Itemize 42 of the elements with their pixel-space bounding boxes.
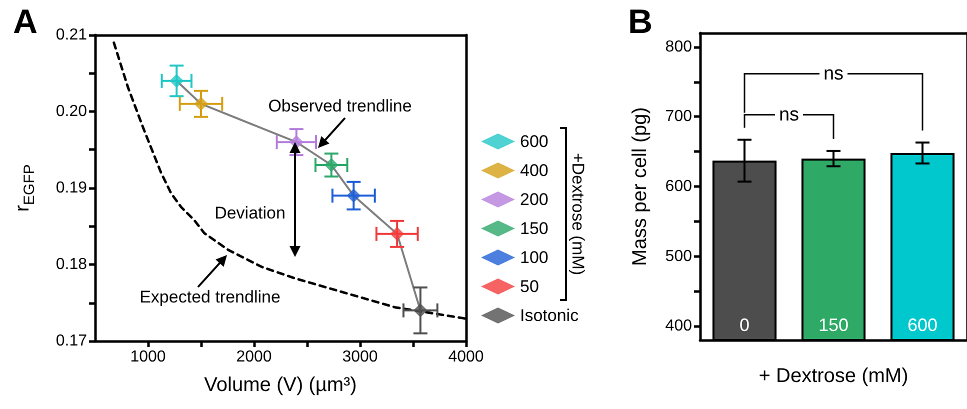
- chart-title: A: [13, 3, 38, 41]
- annotation: ns: [823, 63, 844, 84]
- point: [413, 303, 428, 318]
- legend-label: 200: [520, 190, 548, 209]
- x-tick-label: 150: [818, 315, 849, 335]
- legend-label: 600: [520, 132, 548, 151]
- y-tick-label: 0.21: [56, 26, 88, 44]
- y-tick-label: 0.20: [56, 103, 88, 120]
- y-tick-label: 0.17: [56, 332, 88, 350]
- y-tick-label: 800: [665, 38, 692, 56]
- x-tick-label: 0: [739, 315, 750, 335]
- point: [324, 158, 338, 172]
- y-axis-title: Mass per cell (pg): [629, 107, 651, 266]
- annotation: Expected trendline: [140, 288, 280, 306]
- legend-label: 400: [520, 161, 548, 180]
- legend-title: +Dextrose (mM): [568, 152, 588, 276]
- x-tick-label: 3000: [342, 348, 378, 366]
- point: [170, 74, 184, 88]
- point: [346, 188, 361, 203]
- annotation: Deviation: [214, 204, 286, 222]
- x-axis-title: Volume (V) (µm³): [204, 374, 357, 396]
- x-tick-label: 4000: [448, 348, 484, 366]
- y-tick-label: 400: [665, 318, 692, 335]
- point: [194, 96, 208, 111]
- annotation: Observed trendline: [268, 96, 412, 116]
- x-axis-title: + Dextrose (mM): [758, 365, 908, 387]
- y-tick-label: 0.19: [56, 180, 88, 196]
- x-tick-label: 2000: [236, 348, 272, 366]
- legend-label: Isotonic: [520, 306, 580, 325]
- legend-label: 150: [520, 219, 548, 238]
- x-tick-label: 1000: [130, 348, 166, 366]
- x-tick-label: 600: [907, 315, 938, 335]
- y-tick-label: 500: [665, 248, 692, 265]
- legend-label: 50: [520, 277, 539, 296]
- y-tick-label: 700: [665, 108, 692, 126]
- annotation: ns: [778, 104, 800, 126]
- y-axis-title: rEGFP: [12, 164, 38, 212]
- legend-label: 100: [520, 248, 548, 267]
- point: [390, 226, 404, 241]
- y-tick-label: 0.18: [56, 256, 88, 273]
- y-tick-label: 600: [665, 178, 692, 195]
- chart-title: B: [628, 3, 653, 41]
